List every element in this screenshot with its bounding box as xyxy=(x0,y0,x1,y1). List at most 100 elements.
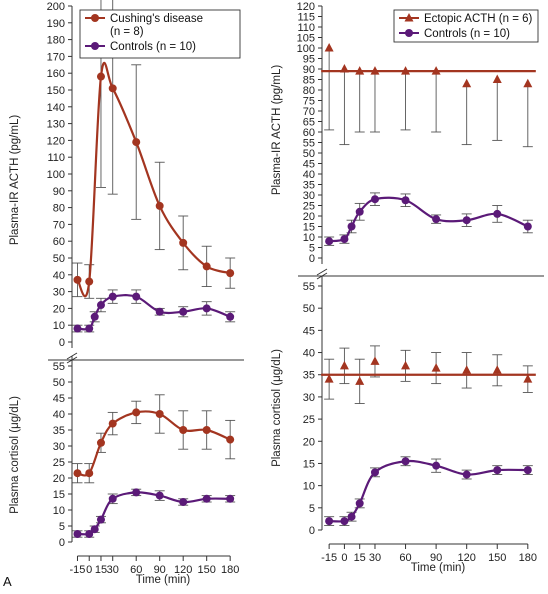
data-point xyxy=(324,374,334,383)
legend-label: Controls (n = 10) xyxy=(424,28,510,40)
data-point xyxy=(462,470,471,479)
data-point xyxy=(202,494,211,503)
y-tick-label: 20 xyxy=(303,211,315,223)
data-point xyxy=(325,517,334,526)
series-controls xyxy=(72,289,236,333)
x-tick-label: 30 xyxy=(107,564,119,576)
data-point xyxy=(179,426,188,434)
y-tick-label: 45 xyxy=(53,393,65,405)
legend-swatch-marker xyxy=(405,29,413,37)
x-tick-label: 150 xyxy=(197,564,215,576)
legend-label: Cushing's disease xyxy=(110,13,203,25)
y-tick-label: 20 xyxy=(53,303,65,315)
y-tick-label: 10 xyxy=(303,481,315,493)
data-point xyxy=(132,408,141,417)
y-tick-label: 30 xyxy=(303,190,315,202)
data-point xyxy=(226,494,235,503)
x-tick-label: 120 xyxy=(457,552,475,564)
legend-label-line2: (n = 8) xyxy=(110,26,144,38)
y-tick-label: 120 xyxy=(47,135,65,147)
y-tick-label: 90 xyxy=(303,64,315,76)
data-point xyxy=(226,312,235,321)
y-axis-label: Plasma cortisol (μg/dL) xyxy=(271,349,283,467)
data-point xyxy=(96,72,105,81)
y-tick-label: 5 xyxy=(309,503,315,515)
data-point xyxy=(179,498,188,506)
y-tick-label: 55 xyxy=(53,361,65,373)
data-point xyxy=(155,491,164,500)
axis-break-mark xyxy=(316,268,328,276)
y-tick-label: 180 xyxy=(47,35,65,47)
data-point xyxy=(493,466,502,475)
y-tick-label: 50 xyxy=(53,253,65,265)
y-tick-label: 190 xyxy=(47,18,65,30)
y-tick-label: 105 xyxy=(297,33,315,45)
y-tick-label: 70 xyxy=(303,106,315,118)
y-tick-label: 15 xyxy=(303,458,315,470)
data-point xyxy=(202,304,211,313)
data-point xyxy=(226,435,235,444)
y-tick-label: 120 xyxy=(297,1,315,13)
y-tick-label: 55 xyxy=(303,138,315,150)
data-point xyxy=(108,494,117,503)
y-tick-label: 45 xyxy=(303,325,315,337)
y-tick-label: 0 xyxy=(309,525,315,537)
y-tick-label: 100 xyxy=(47,169,65,181)
x-tick-label: -15 xyxy=(321,552,337,564)
data-point xyxy=(523,374,533,383)
data-point xyxy=(431,66,441,75)
y-tick-label: 40 xyxy=(53,270,65,282)
x-tick-label: 150 xyxy=(488,552,506,564)
y-tick-label: 170 xyxy=(47,51,65,63)
y-tick-label: 40 xyxy=(303,169,315,181)
data-point xyxy=(85,530,94,538)
x-tick-label: 15 xyxy=(95,564,107,576)
data-point xyxy=(85,469,94,478)
y-tick-label: 15 xyxy=(303,222,315,234)
y-tick-label: 55 xyxy=(303,281,315,293)
y-tick-label: 160 xyxy=(47,68,65,80)
data-point xyxy=(108,84,117,93)
panel-letter: A xyxy=(3,574,12,589)
data-point xyxy=(355,376,365,385)
y-axis-label: Plasma cortisol (μg/dL) xyxy=(9,396,21,514)
data-point xyxy=(355,207,364,216)
data-point xyxy=(523,78,533,88)
data-point xyxy=(155,201,164,210)
x-tick-label: 180 xyxy=(519,552,537,564)
y-tick-label: 35 xyxy=(303,180,315,192)
x-axis-label: Time (min) xyxy=(411,562,466,574)
data-point xyxy=(132,292,141,301)
legend-box xyxy=(79,9,241,59)
data-point xyxy=(96,301,105,310)
y-tick-label: 80 xyxy=(53,203,65,215)
data-point xyxy=(85,324,94,333)
y-tick-label: 50 xyxy=(53,377,65,389)
legend-label: Controls (n = 10) xyxy=(110,41,196,53)
x-tick-label: 120 xyxy=(174,564,192,576)
y-axis-label: Plasma-IR ACTH (pg/mL) xyxy=(271,65,283,196)
y-tick-label: 0 xyxy=(59,337,65,349)
data-point xyxy=(401,66,411,75)
series-ectopic xyxy=(321,43,536,148)
data-point xyxy=(370,356,380,365)
y-tick-label: 25 xyxy=(303,201,315,213)
data-point xyxy=(347,512,356,521)
y-tick-label: 140 xyxy=(47,102,65,114)
data-point xyxy=(370,195,379,204)
series-line xyxy=(76,61,231,298)
y-tick-label: 10 xyxy=(53,320,65,332)
y-tick-label: 80 xyxy=(303,85,315,97)
x-tick-label: -15 xyxy=(70,564,86,576)
y-tick-label: 50 xyxy=(303,303,315,315)
data-point xyxy=(108,419,117,428)
x-tick-label: 15 xyxy=(354,552,366,564)
data-point xyxy=(462,216,471,225)
x-axis-label: Time (min) xyxy=(136,574,191,586)
y-tick-label: 25 xyxy=(303,414,315,426)
x-tick-label: 60 xyxy=(399,552,411,564)
y-tick-label: 110 xyxy=(297,22,315,34)
data-point xyxy=(340,235,349,244)
legend: Ectopic ACTH (n = 6) Controls (n = 10) xyxy=(393,9,539,43)
data-point xyxy=(155,410,164,418)
